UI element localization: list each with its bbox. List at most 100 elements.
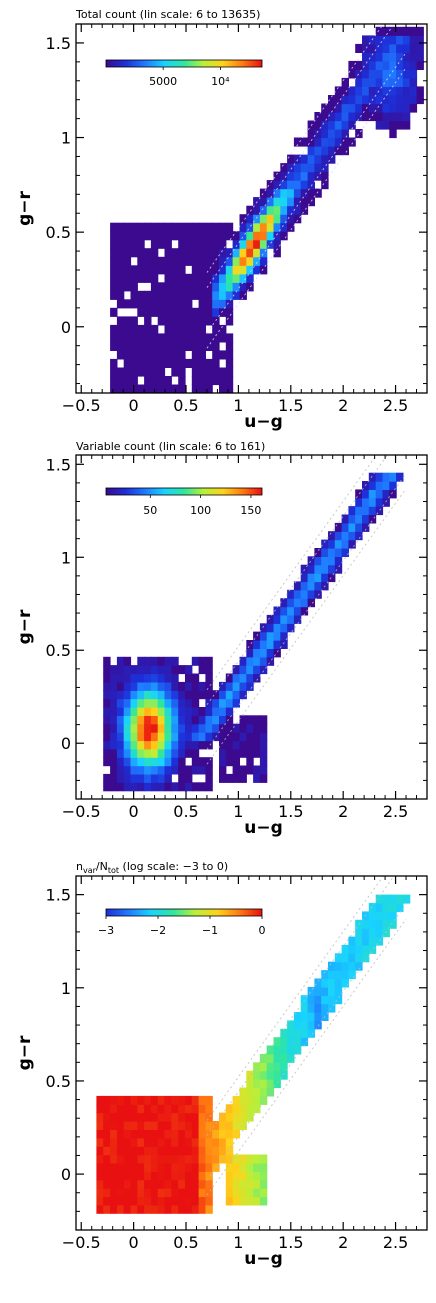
heatmap-cell	[205, 765, 213, 775]
heatmap-cell	[334, 129, 343, 139]
heatmap-cell	[178, 239, 186, 249]
heatmap-cell	[219, 256, 227, 266]
heatmap-cell	[246, 1154, 254, 1164]
heatmap-cell	[232, 1129, 240, 1139]
heatmap-cell	[144, 256, 152, 266]
heatmap-cell	[137, 231, 145, 241]
heatmap-cell	[273, 606, 281, 616]
heatmap-cell	[185, 222, 193, 232]
heatmap-cell	[103, 1129, 111, 1139]
heatmap-cell	[137, 222, 145, 232]
heatmap-cell	[164, 665, 172, 675]
heatmap-cell	[266, 1087, 275, 1097]
heatmap-cell	[307, 171, 315, 181]
heatmap-cell	[409, 35, 418, 45]
heatmap-cell	[205, 1154, 213, 1164]
heatmap-cell	[96, 1146, 104, 1156]
heatmap-cell	[246, 732, 254, 742]
heatmap-cell	[212, 273, 220, 283]
heatmap-cell	[239, 1112, 247, 1122]
title-text: /N	[96, 860, 108, 873]
heatmap-cell	[259, 656, 268, 666]
heatmap-cell	[110, 765, 118, 775]
heatmap-cell	[103, 782, 111, 792]
heatmap-cell	[239, 248, 247, 258]
heatmap-cell	[293, 180, 302, 190]
heatmap-cell	[137, 384, 145, 393]
heatmap-cell	[178, 698, 186, 708]
heatmap-cell	[225, 732, 234, 742]
heatmap-cell	[144, 1179, 152, 1189]
heatmap-cell	[110, 1154, 118, 1164]
heatmap-cell	[300, 1003, 309, 1013]
heatmap-cell	[144, 765, 152, 775]
colorbar-tick-label: −2	[150, 924, 166, 937]
heatmap-cell	[314, 120, 322, 130]
heatmap-cell	[164, 273, 172, 283]
heatmap-cell	[239, 732, 247, 742]
heatmap-cell	[144, 1137, 152, 1147]
heatmap-cell	[130, 757, 138, 767]
heatmap-cell	[348, 86, 356, 96]
heatmap-cell	[157, 715, 166, 725]
heatmap-cell	[341, 944, 349, 954]
heatmap-cell	[307, 1012, 315, 1021]
heatmap-cell	[178, 231, 186, 241]
heatmap-cell	[164, 333, 172, 343]
heatmap-cell	[287, 1020, 295, 1030]
heatmap-cell	[185, 256, 193, 266]
heatmap-cell	[198, 265, 206, 275]
heatmap-cell	[212, 290, 220, 300]
heatmap-cell	[219, 376, 227, 386]
heatmap-cell	[293, 137, 302, 147]
heatmap-cell	[144, 757, 152, 767]
heatmap-cell	[198, 376, 206, 386]
heatmap-cell	[130, 681, 138, 691]
heatmap-cell	[103, 1137, 111, 1147]
heatmap-cell	[300, 581, 309, 591]
heatmap-cell	[116, 673, 125, 683]
heatmap-cell	[225, 282, 234, 292]
heatmap-cell	[110, 282, 118, 292]
heatmap-cell	[219, 384, 227, 393]
heatmap-cell	[212, 715, 220, 725]
heatmap-cell	[239, 1196, 247, 1206]
heatmap-cell	[171, 316, 179, 326]
heatmap-cell	[164, 723, 172, 733]
heatmap-cell	[116, 1154, 125, 1164]
heatmap-cell	[246, 748, 254, 758]
heatmap-cell	[219, 773, 227, 783]
heatmap-cell	[123, 1112, 132, 1122]
heatmap-cell	[253, 648, 261, 658]
heatmap-cell	[137, 1162, 145, 1172]
heatmap-cell	[198, 715, 206, 725]
heatmap-cell	[171, 1129, 179, 1139]
heatmap-cell	[116, 656, 125, 666]
heatmap-cell	[205, 1104, 213, 1114]
heatmap-cell	[137, 324, 145, 334]
heatmap-cell	[164, 715, 172, 725]
heatmap-cell	[307, 995, 315, 1005]
heatmap-cell	[185, 307, 193, 317]
heatmap-cell	[225, 723, 234, 733]
heatmap-cell	[239, 256, 247, 266]
heatmap-cell	[239, 656, 247, 666]
heatmap-cell	[341, 961, 349, 971]
heatmap-cell	[137, 1188, 145, 1198]
heatmap-cell	[266, 188, 275, 198]
heatmap-cell	[355, 928, 363, 938]
heatmap-cell	[239, 282, 247, 292]
heatmap-cell	[198, 290, 206, 300]
heatmap-cell	[150, 757, 159, 767]
heatmap-cell	[225, 1196, 234, 1206]
heatmap-cell	[382, 69, 390, 79]
heatmap-cell	[157, 290, 166, 300]
heatmap-cell	[334, 556, 343, 566]
heatmap-cell	[150, 265, 159, 275]
heatmap-cell	[300, 171, 309, 181]
heatmap-cell	[178, 256, 186, 266]
heatmap-cell	[321, 163, 329, 173]
heatmap-cell	[368, 481, 377, 490]
heatmap-cell	[178, 1095, 186, 1105]
heatmap-cell	[225, 707, 234, 716]
